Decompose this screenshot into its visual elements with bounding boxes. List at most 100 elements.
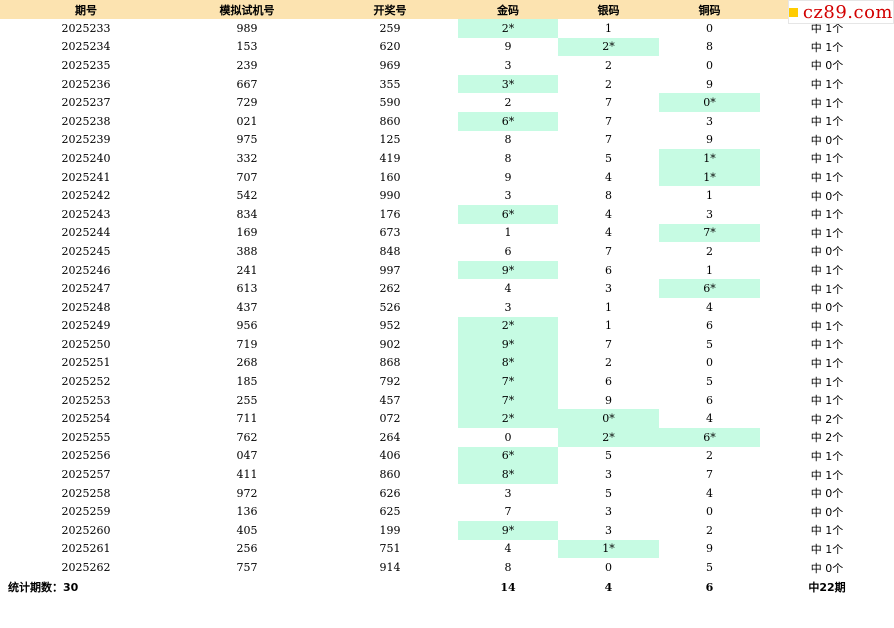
cell-bronze: 7 [706, 468, 713, 482]
cell-draw: 914 [379, 561, 401, 575]
cell-result: 中 1个 [810, 524, 844, 538]
cell-sim: 975 [236, 133, 258, 147]
cell-gold: 4 [504, 282, 512, 296]
cell-sim: 405 [236, 523, 258, 537]
cell-silver: 1 [605, 21, 612, 35]
table-row: 2025248 437 526 3 1 4 中 0个 [0, 298, 894, 317]
cell-silver: 7 [605, 114, 612, 128]
cell-draw: 952 [379, 319, 401, 333]
cell-gold: 8* [458, 465, 558, 484]
cell-bronze: 2 [706, 244, 713, 258]
cell-gold: 2* [458, 19, 558, 38]
cell-silver: 2 [605, 356, 612, 370]
header-row: 期号 模拟试机号 开奖号 金码 银码 铜码 [0, 0, 894, 19]
stats-table: 期号 模拟试机号 开奖号 金码 银码 铜码 2025233 989 259 2* 1 0 中… [0, 0, 894, 598]
cell-bronze: 5 [706, 561, 713, 575]
cell-period: 2025257 [61, 468, 111, 482]
cell-result: 中 0个 [810, 301, 844, 315]
cell-draw: 355 [379, 77, 401, 91]
cell-draw: 125 [379, 133, 401, 147]
table-row: 2025262 757 914 8 0 5 中 0个 [0, 558, 894, 577]
footer-gold-total: 14 [500, 580, 516, 594]
table-row: 2025233 989 259 2* 1 0 中 1个 [0, 19, 894, 38]
cell-gold: 9* [458, 260, 558, 280]
cell-result: 中 1个 [810, 319, 844, 333]
table-row: 2025261 256 751 4 1* 9 中 1个 [0, 539, 894, 559]
cell-gold: 8 [504, 151, 512, 165]
cell-silver: 1 [605, 319, 612, 333]
cell-draw: 457 [379, 393, 401, 407]
cell-sim: 542 [236, 189, 258, 203]
cell-result: 中 0个 [810, 505, 844, 519]
table-row: 2025238 021 860 6* 7 3 中 1个 [0, 111, 894, 131]
cell-silver: 0* [558, 409, 659, 429]
header-sim: 模拟试机号 [172, 0, 322, 19]
header-silver: 银码 [558, 0, 659, 19]
table-row: 2025253 255 457 7* 9 6 中 1个 [0, 390, 894, 410]
cell-sim: 411 [236, 468, 258, 482]
cell-sim: 667 [236, 77, 258, 91]
cell-draw: 626 [379, 486, 401, 500]
cell-period: 2025255 [61, 430, 111, 444]
footer-empty-draw [322, 577, 458, 598]
cell-gold: 7* [458, 390, 558, 410]
cell-period: 2025262 [61, 561, 111, 575]
cell-result: 中 1个 [810, 449, 844, 463]
cell-sim: 762 [236, 430, 258, 444]
cell-result: 中 1个 [810, 356, 844, 370]
cell-period: 2025243 [61, 207, 111, 221]
table-row: 2025245 388 848 6 7 2 中 0个 [0, 242, 894, 261]
brand-square-icon [789, 7, 798, 17]
table-row: 2025247 613 262 4 3 6* 中 1个 [0, 279, 894, 298]
cell-bronze: 6* [659, 428, 760, 447]
table-row: 2025260 405 199 9* 3 2 中 1个 [0, 521, 894, 540]
cell-gold: 9* [458, 521, 558, 540]
cell-bronze: 8 [706, 40, 713, 54]
table-row: 2025243 834 176 6* 4 3 中 1个 [0, 204, 894, 224]
table-body: 2025233 989 259 2* 1 0 中 1个 2025234 153 620 9 2* 8 中 … [0, 19, 894, 577]
cell-draw: 072 [379, 412, 401, 426]
cell-period: 2025250 [61, 337, 111, 351]
cell-bronze: 9 [706, 77, 713, 91]
cell-period: 2025259 [61, 505, 111, 519]
cell-gold: 3 [504, 486, 512, 500]
cell-period: 2025246 [61, 263, 111, 277]
cell-gold: 8 [504, 561, 512, 575]
cell-silver: 3 [605, 505, 612, 519]
cell-silver: 1 [605, 300, 612, 314]
cell-sim: 153 [236, 40, 258, 54]
cell-silver: 5 [605, 449, 612, 463]
cell-draw: 625 [379, 505, 401, 519]
table-row: 2025257 411 860 8* 3 7 中 1个 [0, 465, 894, 484]
footer-silver-total: 4 [604, 580, 613, 594]
table-row: 2025236 667 355 3* 2 9 中 1个 [0, 74, 894, 94]
cell-silver: 7 [605, 337, 612, 351]
cell-draw: 406 [379, 449, 401, 463]
brand-badge[interactable]: cz89.com [788, 0, 894, 24]
cell-gold: 6* [458, 446, 558, 466]
cell-result: 中 1个 [810, 152, 844, 166]
cell-result: 中 1个 [810, 40, 844, 54]
cell-silver: 6 [605, 375, 612, 389]
cell-gold: 4 [504, 542, 512, 556]
cell-gold: 7 [504, 505, 512, 519]
table-row: 2025235 239 969 3 2 0 中 0个 [0, 56, 894, 75]
cell-silver: 2* [558, 37, 659, 57]
cell-bronze: 3 [706, 207, 713, 221]
footer-result-total: 中22期 [808, 581, 846, 595]
table-row: 2025240 332 419 8 5 1* 中 1个 [0, 149, 894, 168]
cell-sim: 989 [236, 21, 258, 35]
table-row: 2025251 268 868 8* 2 0 中 1个 [0, 353, 894, 373]
cell-draw: 160 [379, 170, 401, 184]
cell-bronze: 9 [706, 542, 713, 556]
cell-bronze: 2 [706, 449, 713, 463]
cell-sim: 956 [236, 319, 258, 333]
cell-sim: 757 [236, 561, 258, 575]
cell-period: 2025245 [61, 244, 111, 258]
cell-silver: 2 [605, 58, 612, 72]
cell-sim: 047 [236, 449, 258, 463]
cell-period: 2025256 [61, 449, 111, 463]
cell-result: 中 1个 [810, 338, 844, 352]
table-row: 2025256 047 406 6* 5 2 中 1个 [0, 446, 894, 466]
cell-sim: 332 [236, 151, 258, 165]
